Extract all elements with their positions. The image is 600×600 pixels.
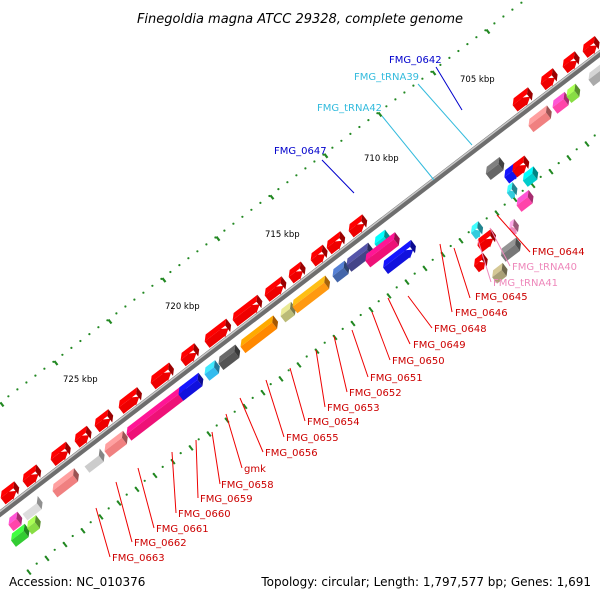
gene-feature-8[interactable]	[202, 318, 235, 349]
label-fmg-0662[interactable]: FMG_0662	[134, 538, 187, 549]
gene-feature-37[interactable]	[585, 63, 600, 87]
gene-feature-6[interactable]	[148, 362, 178, 391]
topology-text: Topology: circular; Length: 1,797,577 bp…	[260, 575, 591, 589]
gene-feature-48[interactable]	[474, 228, 499, 253]
gene-feature-14[interactable]	[346, 214, 371, 238]
label-fmg-0650[interactable]: FMG_0650	[392, 356, 445, 367]
tick-label-710: 710 kbp	[364, 154, 399, 164]
accession-text: Accession: NC_010376	[9, 575, 145, 589]
gene-feature-30[interactable]	[289, 275, 333, 314]
gene-feature-3[interactable]	[72, 425, 96, 449]
gene-fmg-0647[interactable]	[362, 232, 402, 268]
gene-feature-49[interactable]	[471, 252, 491, 273]
label-fmg-0651[interactable]: FMG_0651	[370, 373, 423, 384]
gene-feature-1[interactable]	[20, 464, 45, 488]
gene-feature-21[interactable]	[49, 468, 82, 498]
gene-feature-18[interactable]	[580, 35, 600, 59]
gene-feature-29[interactable]	[277, 301, 298, 323]
top-labels: FMG_0642 FMG_tRNA39 FMG_tRNA42 FMG_0647	[274, 55, 442, 157]
label-fmg-0646[interactable]: FMG_0646	[455, 308, 508, 319]
gene-feature-42[interactable]	[468, 221, 487, 240]
label-fmg-trna40[interactable]: FMG_tRNA40	[512, 262, 577, 273]
gene-feature-31[interactable]	[329, 260, 352, 283]
gene-feature-41[interactable]	[504, 182, 521, 200]
gene-feature-11[interactable]	[286, 261, 310, 285]
gene-feature-35[interactable]	[549, 91, 572, 114]
label-fmg-0655[interactable]: FMG_0655	[286, 433, 339, 444]
label-fmg-0663[interactable]: FMG_0663	[112, 553, 165, 564]
label-fmg-trna39[interactable]: FMG_tRNA39	[354, 72, 419, 83]
label-fmg-0661[interactable]: FMG_0661	[156, 524, 209, 535]
gene-feature-9[interactable]	[230, 294, 266, 327]
label-fmg-trna42[interactable]: FMG_tRNA42	[317, 103, 382, 114]
gene-feature-20[interactable]	[19, 496, 45, 521]
gene-feature-19[interactable]	[5, 511, 25, 532]
tick-label-720: 720 kbp	[165, 302, 200, 312]
gene-feature-45[interactable]	[520, 166, 541, 187]
label-fmg-0642[interactable]: FMG_0642	[389, 55, 442, 66]
gene-feature-36[interactable]	[563, 83, 583, 104]
gene-feature-16[interactable]	[538, 68, 562, 91]
tick-label-715: 715 kbp	[265, 230, 300, 240]
gene-feature-28[interactable]	[237, 315, 281, 354]
label-fmg-0659[interactable]: FMG_0659	[200, 494, 253, 505]
tick-label-705: 705 kbp	[460, 75, 495, 85]
label-fmg-0648[interactable]: FMG_0648	[434, 324, 487, 335]
gene-feature-7[interactable]	[178, 343, 203, 367]
gene-fmg-0642[interactable]	[483, 156, 508, 181]
gene-feature-10[interactable]	[262, 276, 290, 302]
gene-feature-44[interactable]	[509, 155, 533, 178]
gene-features	[0, 35, 600, 547]
scale-ring	[0, 1, 596, 576]
gene-feature-15[interactable]	[510, 87, 537, 112]
gene-feature-17[interactable]	[560, 51, 584, 74]
label-fmg-0658[interactable]: FMG_0658	[221, 480, 274, 491]
gene-feature-4[interactable]	[92, 409, 117, 433]
gene-feature-46[interactable]	[514, 190, 537, 212]
label-fmg-trna41[interactable]: FMG_tRNA41	[493, 278, 558, 289]
gene-feature-12[interactable]	[308, 244, 332, 268]
gene-feature-51[interactable]	[489, 262, 510, 284]
label-fmg-0653[interactable]: FMG_0653	[327, 403, 380, 414]
gene-feature-22[interactable]	[81, 448, 107, 473]
map-title: Finegoldia magna ATCC 29328, complete ge…	[137, 12, 463, 27]
label-fmg-0649[interactable]: FMG_0649	[413, 340, 466, 351]
gene-feature-25[interactable]	[175, 372, 206, 401]
label-gmk[interactable]: gmk	[244, 464, 266, 475]
gene-feature-13[interactable]	[324, 231, 349, 255]
gene-labels: FMG_0644 FMG_tRNA40 FMG_tRNA41 FMG_0645 …	[112, 247, 585, 564]
label-fmg-0652[interactable]: FMG_0652	[349, 388, 402, 399]
gene-feature-38[interactable]	[8, 523, 33, 547]
label-fmg-0656[interactable]: FMG_0656	[265, 448, 318, 459]
label-fmg-0654[interactable]: FMG_0654	[307, 417, 360, 428]
gene-feature-34[interactable]	[525, 105, 554, 133]
gene-feature-2[interactable]	[48, 441, 75, 467]
tick-label-725: 725 kbp	[63, 375, 98, 385]
label-fmg-0647[interactable]: FMG_0647	[274, 146, 327, 157]
gene-feature-0[interactable]	[0, 481, 23, 505]
gene-feature-26[interactable]	[201, 360, 222, 381]
gene-feature-47[interactable]	[506, 218, 522, 236]
gene-feature-23[interactable]	[101, 430, 130, 458]
gene-feature-39[interactable]	[24, 515, 44, 535]
label-fmg-0660[interactable]: FMG_0660	[178, 509, 231, 520]
gene-feature-43[interactable]	[380, 239, 419, 275]
leader-lines	[95, 66, 531, 558]
gene-feature-5[interactable]	[116, 387, 146, 415]
gene-feature-27[interactable]	[215, 344, 243, 371]
label-fmg-0645[interactable]: FMG_0645	[475, 292, 528, 303]
label-fmg-0644[interactable]: FMG_0644	[532, 247, 585, 258]
scale-labels: 705 kbp 710 kbp 715 kbp 720 kbp 725 kbp	[63, 75, 495, 385]
genome-backbone	[0, 49, 600, 518]
